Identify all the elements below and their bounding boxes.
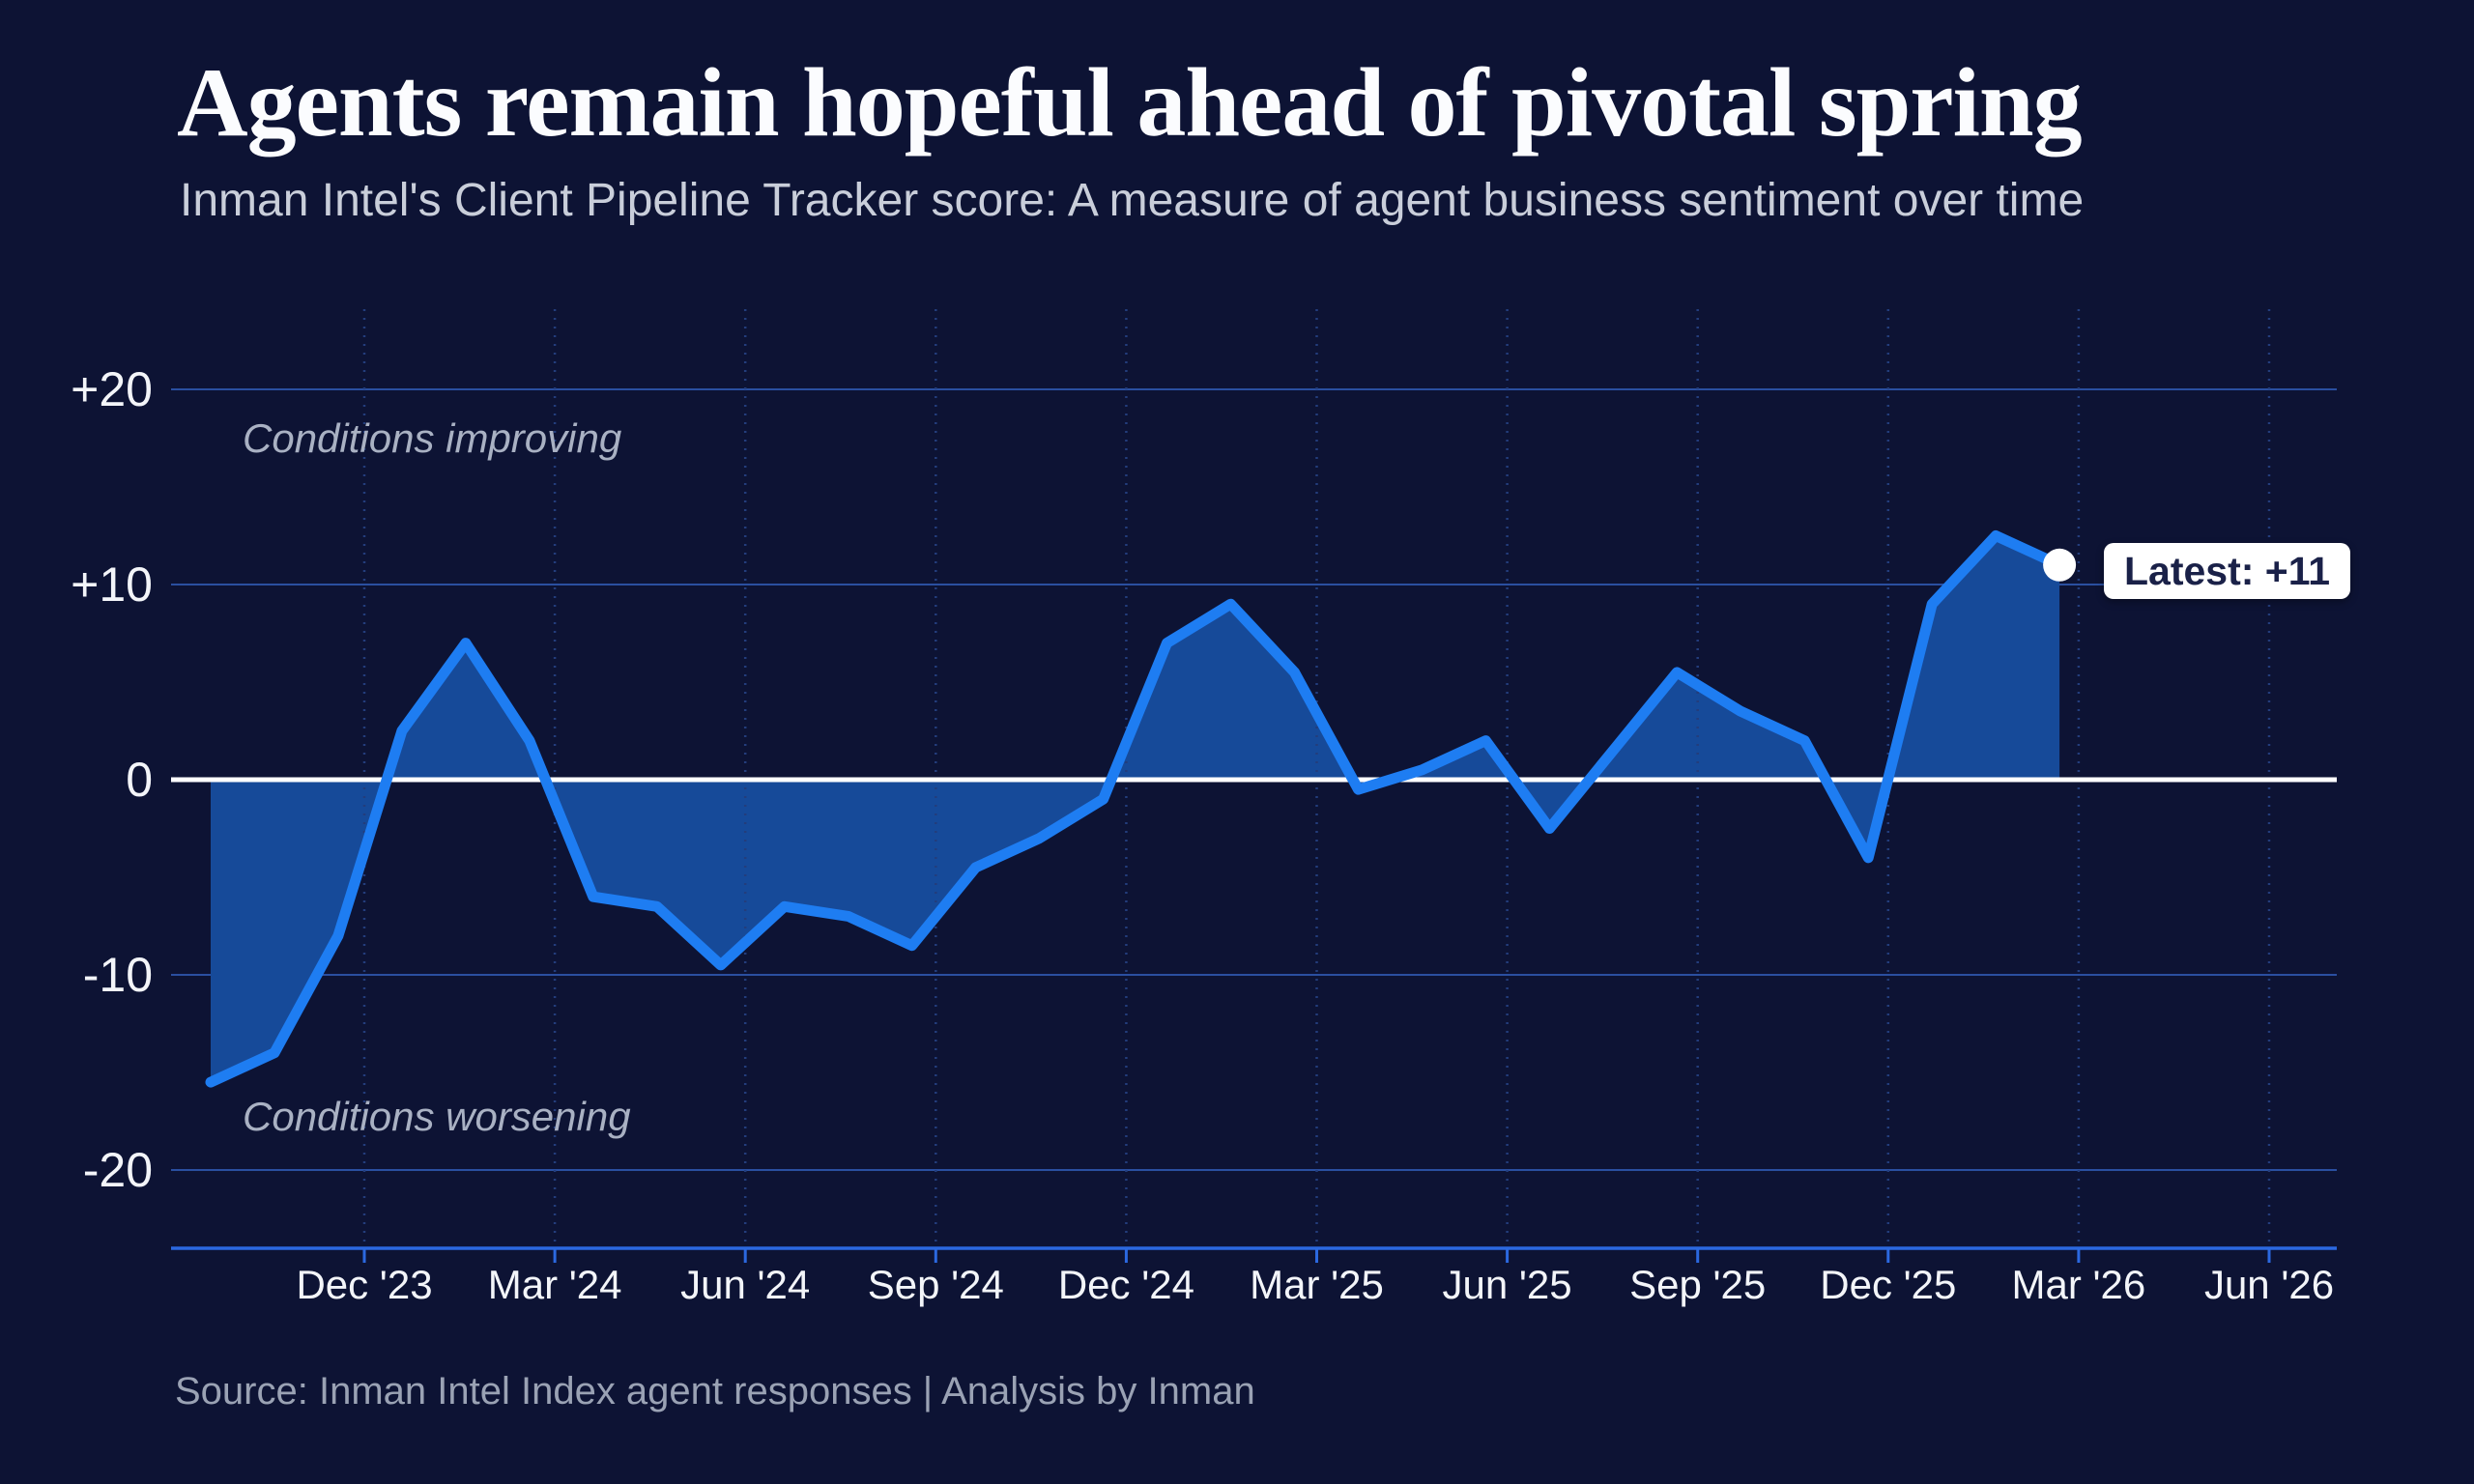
x-axis-tick-label: Jun '26 — [2203, 1262, 2335, 1307]
y-axis-tick-label: +20 — [71, 362, 153, 416]
x-axis-tick-label: Dec '24 — [1057, 1262, 1194, 1307]
latest-point-marker — [2043, 548, 2077, 582]
annotation-conditions-worsening: Conditions worsening — [243, 1094, 631, 1139]
sentiment-line — [205, 530, 2065, 1088]
x-axis-tick-label: Sep '25 — [1629, 1262, 1767, 1307]
y-axis-tick-label: -20 — [82, 1143, 153, 1197]
annotation-conditions-improving: Conditions improving — [243, 415, 622, 461]
x-axis-tick-label: Mar '24 — [487, 1262, 622, 1307]
x-axis-tick-label: Jun '25 — [1442, 1262, 1572, 1307]
x-axis-tick-label: Sep '24 — [867, 1262, 1004, 1307]
y-axis-tick-label: +10 — [71, 557, 153, 612]
x-axis-tick-label: Jun '24 — [680, 1262, 811, 1307]
x-axis-tick-label: Mar '26 — [2011, 1262, 2146, 1307]
sentiment-area-fill — [211, 535, 2060, 1083]
x-axis-tick-label: Dec '25 — [1820, 1262, 1957, 1307]
page-title: Agents remain hopeful ahead of pivotal s… — [177, 48, 2083, 157]
x-axis-tick-label: Dec '23 — [296, 1262, 433, 1307]
page-subtitle: Inman Intel's Client Pipeline Tracker sc… — [180, 175, 2085, 226]
x-axis-tick-label: Mar '25 — [1250, 1262, 1384, 1307]
y-axis-tick-label: -10 — [82, 948, 153, 1002]
latest-value-callout: Latest: +11 — [2104, 543, 2351, 599]
y-axis-tick-label: 0 — [126, 753, 153, 807]
source-attribution: Source: Inman Intel Index agent response… — [175, 1370, 1255, 1413]
